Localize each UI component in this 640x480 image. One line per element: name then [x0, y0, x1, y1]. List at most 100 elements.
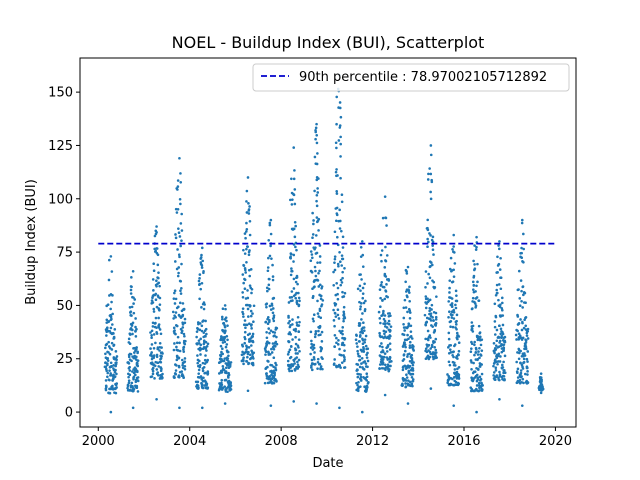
data-point — [292, 146, 296, 149]
data-point — [224, 371, 228, 375]
data-point — [105, 342, 109, 346]
data-point — [178, 301, 182, 305]
data-point — [338, 106, 342, 110]
data-point — [296, 360, 299, 364]
data-point — [412, 345, 415, 348]
data-point — [113, 328, 117, 331]
data-point — [424, 347, 428, 350]
data-point — [105, 385, 108, 389]
data-point — [318, 269, 321, 273]
data-point — [402, 322, 405, 326]
data-point — [410, 376, 414, 379]
data-point — [159, 357, 163, 360]
data-point — [243, 287, 247, 291]
data-point — [455, 323, 458, 326]
data-point — [199, 353, 202, 356]
data-point — [341, 290, 344, 294]
data-point — [156, 371, 160, 374]
data-point — [180, 329, 184, 333]
data-point — [317, 285, 321, 288]
data-point — [184, 339, 187, 343]
data-point — [525, 366, 529, 370]
data-point — [337, 317, 341, 320]
data-point — [339, 283, 343, 287]
data-point — [134, 317, 137, 320]
data-point — [383, 319, 387, 323]
data-point — [135, 346, 138, 349]
data-point — [289, 355, 293, 359]
data-point — [241, 273, 245, 276]
data-point — [159, 360, 163, 364]
data-point — [195, 330, 199, 333]
data-point — [383, 314, 387, 317]
data-point — [469, 350, 473, 353]
data-point — [245, 260, 248, 264]
data-point — [312, 355, 316, 359]
data-point — [152, 356, 156, 360]
data-point — [294, 342, 298, 346]
data-point — [476, 280, 479, 284]
data-point — [288, 331, 292, 334]
data-point — [176, 274, 180, 278]
data-point — [155, 332, 159, 335]
data-point — [408, 364, 412, 368]
data-point — [179, 222, 183, 225]
data-point — [425, 320, 429, 324]
data-point — [406, 265, 410, 269]
data-point — [206, 342, 210, 346]
data-point — [226, 357, 230, 360]
data-point — [205, 332, 208, 336]
data-point — [493, 302, 497, 306]
data-point — [297, 291, 300, 295]
data-point — [343, 316, 347, 320]
data-point — [157, 276, 160, 280]
data-point — [265, 374, 269, 378]
data-point — [296, 282, 299, 286]
data-point — [498, 324, 501, 328]
data-point — [174, 315, 177, 319]
data-point — [316, 357, 320, 361]
data-point — [128, 365, 131, 369]
data-point — [177, 227, 180, 230]
data-point — [242, 362, 245, 366]
data-point — [410, 337, 414, 340]
data-point — [293, 169, 296, 172]
data-point — [340, 353, 343, 357]
data-point — [502, 343, 506, 346]
data-point — [174, 207, 178, 211]
data-point — [381, 358, 385, 361]
data-point — [267, 350, 270, 354]
data-point — [104, 365, 108, 369]
data-point — [313, 265, 317, 269]
data-point — [522, 260, 525, 264]
data-point — [151, 325, 155, 328]
data-point — [243, 341, 247, 345]
data-point — [316, 187, 319, 190]
data-point — [470, 342, 474, 346]
data-point — [250, 323, 253, 326]
data-point — [155, 247, 159, 250]
data-point — [408, 309, 412, 312]
data-point — [108, 387, 111, 391]
data-point — [109, 361, 113, 365]
data-point — [341, 332, 344, 336]
data-point — [288, 348, 292, 352]
data-point — [403, 349, 407, 353]
data-point — [244, 236, 247, 240]
data-point — [178, 255, 181, 259]
data-point — [409, 335, 413, 338]
data-point — [337, 339, 340, 342]
data-point — [153, 364, 157, 368]
data-point — [519, 318, 522, 321]
data-point — [406, 295, 409, 299]
data-point — [220, 335, 223, 338]
data-point — [226, 338, 229, 342]
data-point — [321, 299, 325, 302]
data-point — [493, 358, 497, 361]
data-point — [332, 362, 336, 366]
data-point — [247, 209, 251, 212]
data-point — [172, 297, 176, 300]
data-point — [315, 216, 319, 219]
data-point — [360, 362, 363, 365]
data-point — [503, 340, 507, 344]
